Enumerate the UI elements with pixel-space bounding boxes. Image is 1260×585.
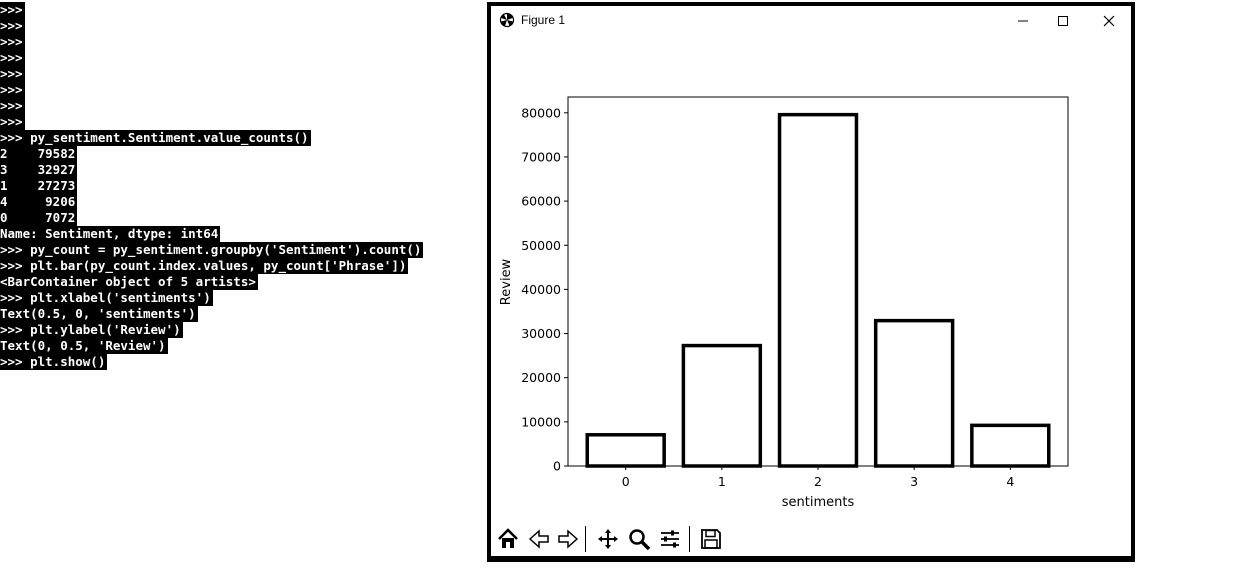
x-axis-label: sentiments — [782, 495, 855, 510]
x-tick-label: 3 — [910, 474, 918, 489]
maximize-button[interactable] — [1048, 10, 1078, 32]
bar-4 — [970, 423, 1051, 468]
terminal-line: >>> — [0, 34, 25, 50]
minimize-button[interactable] — [1008, 10, 1038, 32]
terminal-line: >>> — [0, 18, 25, 34]
terminal-line: >>> plt.show() — [0, 354, 108, 370]
terminal-line: >>> py_count = py_sentiment.groupby('Sen… — [0, 242, 424, 258]
home-button[interactable] — [493, 524, 523, 554]
back-button[interactable] — [524, 524, 554, 554]
title-bar[interactable]: Figure 1 — [491, 6, 1131, 34]
y-tick-label: 10000 — [521, 414, 561, 429]
y-tick-label: 80000 — [521, 105, 561, 120]
y-tick-label: 0 — [553, 459, 561, 474]
terminal-line: 0 7072 — [0, 210, 78, 226]
terminal-line: 1 27273 — [0, 178, 78, 194]
x-tick-label: 4 — [1006, 474, 1014, 489]
zoom-icon — [629, 529, 651, 551]
y-tick-label: 70000 — [521, 149, 561, 164]
toolbar-separator — [585, 526, 586, 552]
pan-button[interactable] — [593, 524, 623, 554]
close-button[interactable] — [1094, 10, 1124, 32]
configure-subplots-button[interactable] — [655, 524, 685, 554]
y-tick-label: 20000 — [521, 370, 561, 385]
terminal-window[interactable]: >>> >>> >>> >>> >>> >>> >>> >>> >>> py_sentiment… — [0, 0, 480, 585]
bar-chart[interactable]: 0 10000 20000 30000 40000 50000 60000 70000 8000… — [491, 34, 1131, 518]
window-title: Figure 1 — [521, 13, 566, 27]
terminal-line: >>> — [0, 114, 25, 130]
terminal-line: >>> — [0, 82, 25, 98]
terminal-line: >>> plt.ylabel('Review') — [0, 322, 183, 338]
terminal-line: >>> plt.xlabel('sentiments') — [0, 290, 213, 306]
x-tick-label: 0 — [622, 474, 630, 489]
bar-3 — [873, 318, 955, 468]
forward-arrow-icon — [558, 529, 579, 549]
navigation-toolbar — [491, 518, 1131, 556]
terminal-line: >>> plt.bar(py_count.index.values, py_co… — [0, 258, 409, 274]
maximize-icon — [1058, 16, 1068, 26]
pan-icon — [598, 529, 618, 549]
close-icon — [1103, 15, 1115, 27]
zoom-button[interactable] — [624, 524, 654, 554]
y-tick-label: 50000 — [521, 238, 561, 253]
terminal-line: Name: Sentiment, dtype: int64 — [0, 226, 221, 242]
x-tick-label: 1 — [718, 474, 726, 489]
terminal-line: >>> — [0, 98, 25, 114]
terminal-line: >>> — [0, 66, 25, 82]
figure-window: Figure 1 0 10000 20000 30000 40000 50000 60000… — [487, 2, 1135, 562]
terminal-line: >>> py_sentiment.Sentiment.value_counts(… — [0, 130, 311, 146]
minimize-icon — [1018, 20, 1028, 22]
save-button[interactable] — [696, 524, 726, 554]
terminal-line: Text(0, 0.5, 'Review') — [0, 338, 168, 354]
configure-subplots-icon — [661, 530, 679, 548]
terminal-line: Text(0.5, 0, 'sentiments') — [0, 306, 198, 322]
terminal-line: >>> — [0, 50, 25, 66]
terminal-line: 3 32927 — [0, 162, 78, 178]
matplotlib-logo-icon — [499, 12, 515, 28]
toolbar-separator — [689, 526, 690, 552]
home-icon — [498, 528, 518, 548]
x-tick-label: 2 — [814, 474, 822, 489]
y-axis-label: Review — [499, 258, 514, 305]
terminal-line: >>> — [0, 2, 25, 18]
forward-button[interactable] — [553, 524, 583, 554]
terminal-line: 2 79582 — [0, 146, 78, 162]
save-icon — [701, 529, 721, 549]
figure-window-body: Figure 1 0 10000 20000 30000 40000 50000 60000… — [491, 6, 1131, 556]
y-tick-label: 30000 — [521, 326, 561, 341]
terminal-line: 4 9206 — [0, 194, 78, 210]
y-tick-label: 60000 — [521, 194, 561, 209]
bar-0 — [585, 433, 666, 468]
back-arrow-icon — [528, 529, 549, 549]
bar-1 — [681, 343, 763, 468]
terminal-line: <BarContainer object of 5 artists> — [0, 274, 258, 290]
y-tick-label: 40000 — [521, 282, 561, 297]
bar-2 — [777, 112, 859, 468]
